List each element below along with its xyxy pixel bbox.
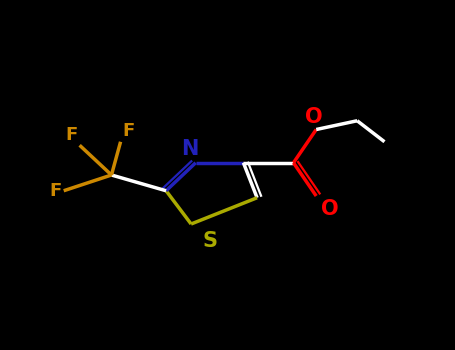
Text: O: O — [305, 107, 323, 127]
Text: O: O — [321, 199, 339, 219]
Text: F: F — [123, 122, 135, 140]
Text: F: F — [65, 126, 77, 144]
Text: S: S — [202, 231, 217, 251]
Text: N: N — [182, 139, 199, 159]
Text: F: F — [49, 182, 61, 200]
